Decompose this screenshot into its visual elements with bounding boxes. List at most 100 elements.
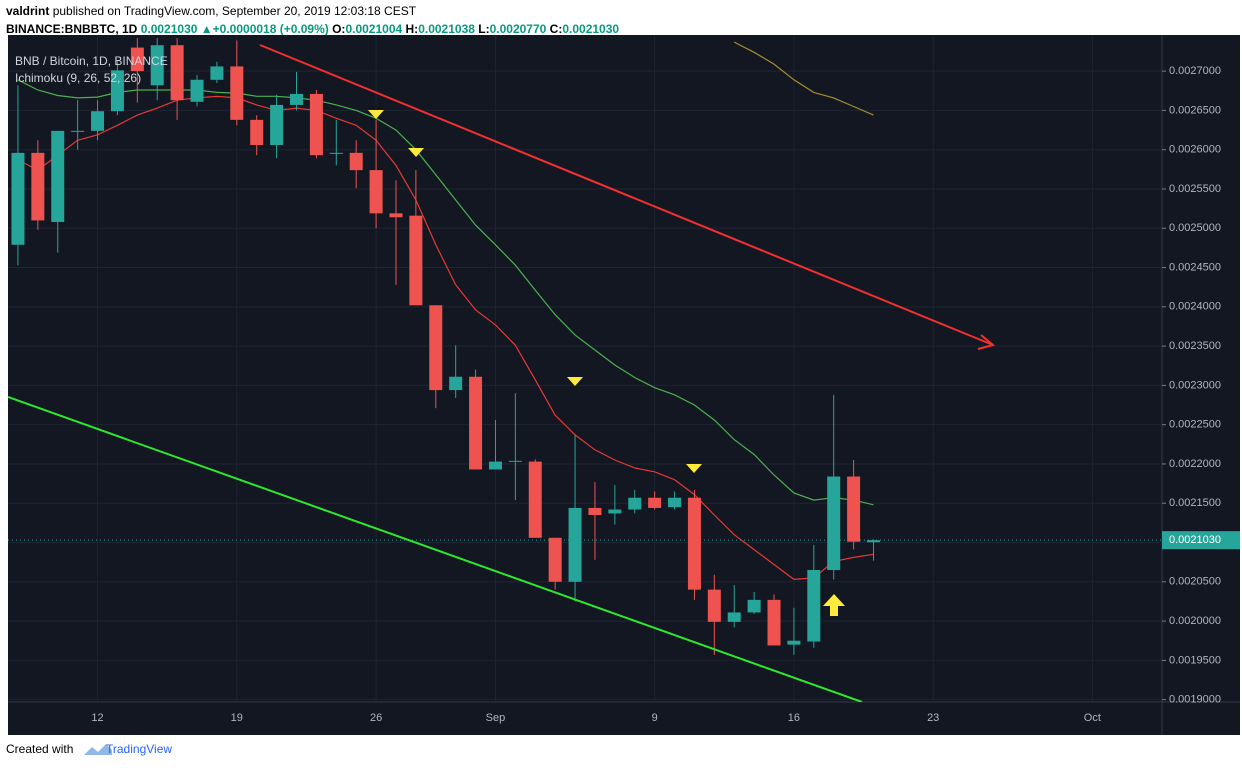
x-tick-label: 12 <box>91 712 103 724</box>
h-label: H: <box>406 22 419 36</box>
y-tick-label: 0.0020500 <box>1169 576 1221 588</box>
candle-body <box>648 497 662 508</box>
candle-body <box>727 612 741 622</box>
y-tick-label: 0.0025500 <box>1169 183 1221 195</box>
h-value: 0.0021038 <box>418 22 475 36</box>
y-tick-label: 0.0022500 <box>1169 419 1221 431</box>
l-label: L: <box>478 22 489 36</box>
x-tick-label: 26 <box>370 712 382 724</box>
candle-body <box>210 66 224 80</box>
x-tick-label: 9 <box>652 712 658 724</box>
candle-body <box>150 45 164 86</box>
trend-line-red <box>259 44 994 346</box>
o-label: O: <box>332 22 345 36</box>
candle-body <box>747 599 761 613</box>
l-value: 0.0020770 <box>490 22 547 36</box>
footer-created: Created with <box>6 742 73 756</box>
marker <box>408 148 424 157</box>
symbol-legend: BNB / Bitcoin, 1D, BINANCE <box>15 54 168 68</box>
candle-body <box>91 111 105 131</box>
up-arrow <box>823 594 845 616</box>
trend-line-green <box>8 396 863 702</box>
c-label: C: <box>550 22 563 36</box>
candle-body <box>349 152 363 171</box>
candle-body <box>31 152 45 221</box>
y-tick-label: 0.0026000 <box>1169 144 1221 156</box>
published: published on TradingView.com, September … <box>53 4 417 18</box>
candle-body <box>11 152 25 245</box>
candle-body <box>668 497 682 508</box>
marker <box>686 464 702 473</box>
change-arrow: ▲ <box>201 22 213 36</box>
trend-arrowhead <box>977 334 996 350</box>
last-price-box <box>1162 531 1240 550</box>
candle-body <box>588 507 602 516</box>
candle-body <box>867 540 880 543</box>
candle-body <box>329 152 343 154</box>
candle-body <box>707 589 721 622</box>
y-tick-label: 0.0019000 <box>1169 694 1221 706</box>
candle-body <box>548 537 562 582</box>
candle-body <box>787 640 801 645</box>
overlays <box>8 41 1162 581</box>
candle-body <box>409 215 423 306</box>
y-tick-label: 0.0025000 <box>1169 222 1221 234</box>
x-tick-label: 19 <box>231 712 243 724</box>
y-tick-label: 0.0023500 <box>1169 340 1221 352</box>
c-value: 0.0021030 <box>562 22 619 36</box>
candle-body <box>528 461 542 538</box>
candle-body <box>170 45 184 101</box>
x-tick-label: 16 <box>788 712 800 724</box>
indicator-line <box>17 79 874 506</box>
marker <box>368 110 384 119</box>
candle-body <box>449 376 463 391</box>
candle-body <box>110 70 124 112</box>
indicator-legend: Ichimoku (9, 26, 52, 26) <box>15 71 141 85</box>
x-tick-label: Sep <box>486 712 506 724</box>
candle-body <box>130 47 144 72</box>
indicator-line <box>17 95 874 581</box>
candle-body <box>827 476 841 571</box>
price: 0.0021030 <box>141 22 198 36</box>
candle-body <box>51 130 65 222</box>
y-tick-label: 0.0027000 <box>1169 65 1221 77</box>
x-tick-label: 23 <box>927 712 939 724</box>
symbol: BINANCE:BNBBTC, 1D <box>6 22 138 36</box>
candle-body <box>847 476 861 542</box>
logo <box>84 744 112 755</box>
candle-body <box>190 79 204 102</box>
candles <box>11 38 880 655</box>
candle-body <box>429 305 443 391</box>
candle-body <box>270 104 284 145</box>
candle-body <box>608 509 622 514</box>
candle-body <box>568 507 582 582</box>
footer-brand[interactable]: TradingView <box>106 742 172 756</box>
o-value: 0.0021004 <box>345 22 402 36</box>
header-line: valdrint published on TradingView.com, S… <box>6 4 417 18</box>
candle-body <box>230 66 244 120</box>
last-price-label: 0.0021030 <box>1169 534 1221 546</box>
candle-body <box>687 497 701 590</box>
candle-body <box>469 376 483 470</box>
marker <box>567 377 583 386</box>
y-tick-label: 0.0022000 <box>1169 458 1221 470</box>
candle-body <box>309 93 323 156</box>
candle-body <box>369 170 383 214</box>
indicator-line <box>733 41 874 116</box>
y-tick-label: 0.0019500 <box>1169 654 1221 666</box>
drawings <box>8 44 996 702</box>
symbol-line: BINANCE:BNBBTC, 1D 0.0021030 ▲+0.0000018… <box>6 22 619 36</box>
change: +0.0000018 (+0.09%) <box>213 22 329 36</box>
candle-body <box>807 570 821 642</box>
y-tick-label: 0.0021500 <box>1169 497 1221 509</box>
y-tick-label: 0.0026500 <box>1169 104 1221 116</box>
candle-body <box>71 130 85 132</box>
candle-body <box>767 599 781 646</box>
author: valdrint <box>6 4 49 18</box>
x-tick-label: Oct <box>1084 712 1101 724</box>
candle-body <box>250 119 264 145</box>
candle-body <box>488 461 502 470</box>
y-tick-label: 0.0023000 <box>1169 379 1221 391</box>
y-tick-label: 0.0024000 <box>1169 301 1221 313</box>
